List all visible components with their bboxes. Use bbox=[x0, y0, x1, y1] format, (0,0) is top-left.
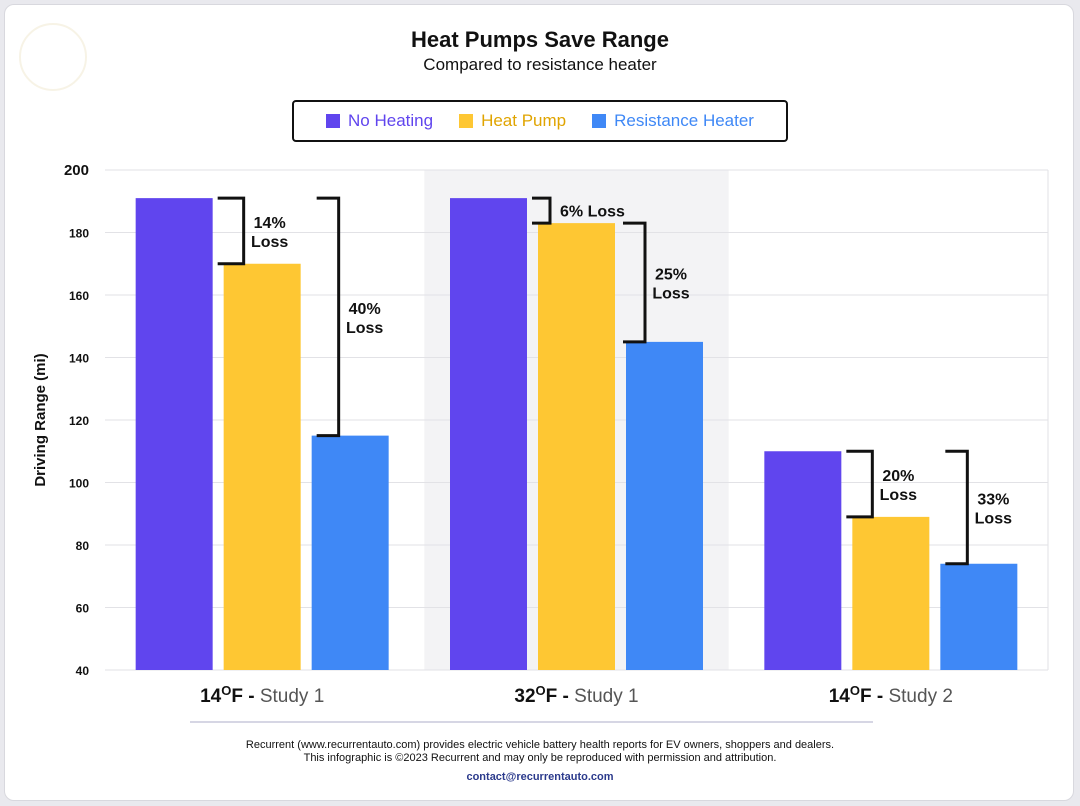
y-tick-label: 160 bbox=[69, 289, 89, 303]
y-tick-label: 200 bbox=[64, 162, 89, 179]
loss-bracket bbox=[623, 221, 647, 344]
loss-bracket bbox=[846, 449, 874, 519]
loss-bracket bbox=[945, 449, 969, 566]
loss-annotation-label: 33% bbox=[977, 492, 1009, 509]
legend-swatch-resistance-heater bbox=[592, 114, 607, 128]
legend-label-heat-pump: Heat Pump bbox=[481, 111, 567, 130]
loss-annotation-label: 14% bbox=[254, 215, 286, 232]
bar-heat-pump bbox=[538, 223, 615, 670]
y-tick-label: 80 bbox=[76, 539, 90, 553]
loss-annotation-label: Loss bbox=[251, 234, 288, 251]
bar-no-heating bbox=[135, 198, 213, 670]
bar-no-heating bbox=[764, 451, 842, 670]
loss-annotation-label: Loss bbox=[880, 487, 917, 504]
bar-heat-pump bbox=[852, 516, 930, 670]
legend-swatch-no-heating bbox=[326, 114, 341, 128]
y-tick-label: 40 bbox=[76, 664, 90, 678]
loss-annotation-label: Loss bbox=[975, 511, 1012, 528]
loss-bracket bbox=[217, 196, 246, 266]
y-tick-label: 140 bbox=[69, 352, 89, 366]
loss-bracket bbox=[316, 196, 341, 438]
loss-annotation-label: 20% bbox=[882, 468, 914, 485]
x-category-label: 14OF - Study 1 bbox=[200, 683, 324, 707]
bar-resistance-heater bbox=[626, 341, 703, 670]
legend-label-no-heating: No Heating bbox=[348, 111, 434, 130]
footer-line-1: Recurrent (www.recurrentauto.com) provid… bbox=[245, 739, 835, 751]
y-tick-label: 60 bbox=[76, 602, 90, 616]
x-category-label: 14OF - Study 2 bbox=[829, 683, 953, 707]
y-tick-label: 120 bbox=[69, 414, 89, 428]
legend-label-resistance-heater: Resistance Heater bbox=[614, 111, 754, 130]
chart-title: Heat Pumps Save Range bbox=[411, 27, 669, 52]
bar-no-heating bbox=[450, 198, 527, 670]
loss-annotation-label: 6% Loss bbox=[560, 204, 625, 221]
loss-bracket bbox=[532, 196, 552, 225]
footer-line-2: This infographic is ©2023 Recurrent and … bbox=[303, 752, 777, 764]
legend-item-no-heating: No Heating bbox=[326, 111, 433, 131]
y-tick-label: 100 bbox=[69, 477, 89, 491]
legend-swatch-heat-pump bbox=[459, 114, 474, 128]
y-axis-label: Driving Range (mi) bbox=[32, 353, 49, 486]
bar-chart: 40 60 80 100 120 140 160 180 200 Driving Range (m… bbox=[32, 162, 1049, 723]
legend-item-heat-pump: Heat Pump bbox=[459, 111, 566, 131]
infographic-card: Heat Pumps Save Range Compared to resist… bbox=[4, 4, 1074, 801]
chart-subtitle: Compared to resistance heater bbox=[423, 55, 657, 74]
bar-heat-pump bbox=[223, 263, 301, 670]
y-tick-label: 180 bbox=[69, 227, 89, 241]
legend-item-resistance-heater: Resistance Heater bbox=[592, 111, 754, 131]
contact-email: contact@recurrentauto.com bbox=[466, 771, 614, 783]
loss-annotation-label: 25% bbox=[655, 267, 687, 284]
loss-annotation-label: Loss bbox=[346, 320, 383, 337]
recurrent-logo-watermark bbox=[19, 23, 87, 91]
loss-annotation-label: 40% bbox=[349, 301, 381, 318]
bar-resistance-heater bbox=[311, 435, 389, 670]
footer-text: Recurrent (www.recurrentauto.com) provid… bbox=[5, 739, 1073, 765]
chart-legend: No Heating Heat Pump Resistance Heater bbox=[292, 100, 788, 142]
bar-resistance-heater bbox=[940, 563, 1018, 670]
x-category-label: 32OF - Study 1 bbox=[514, 683, 638, 707]
loss-annotation-label: Loss bbox=[652, 286, 689, 303]
